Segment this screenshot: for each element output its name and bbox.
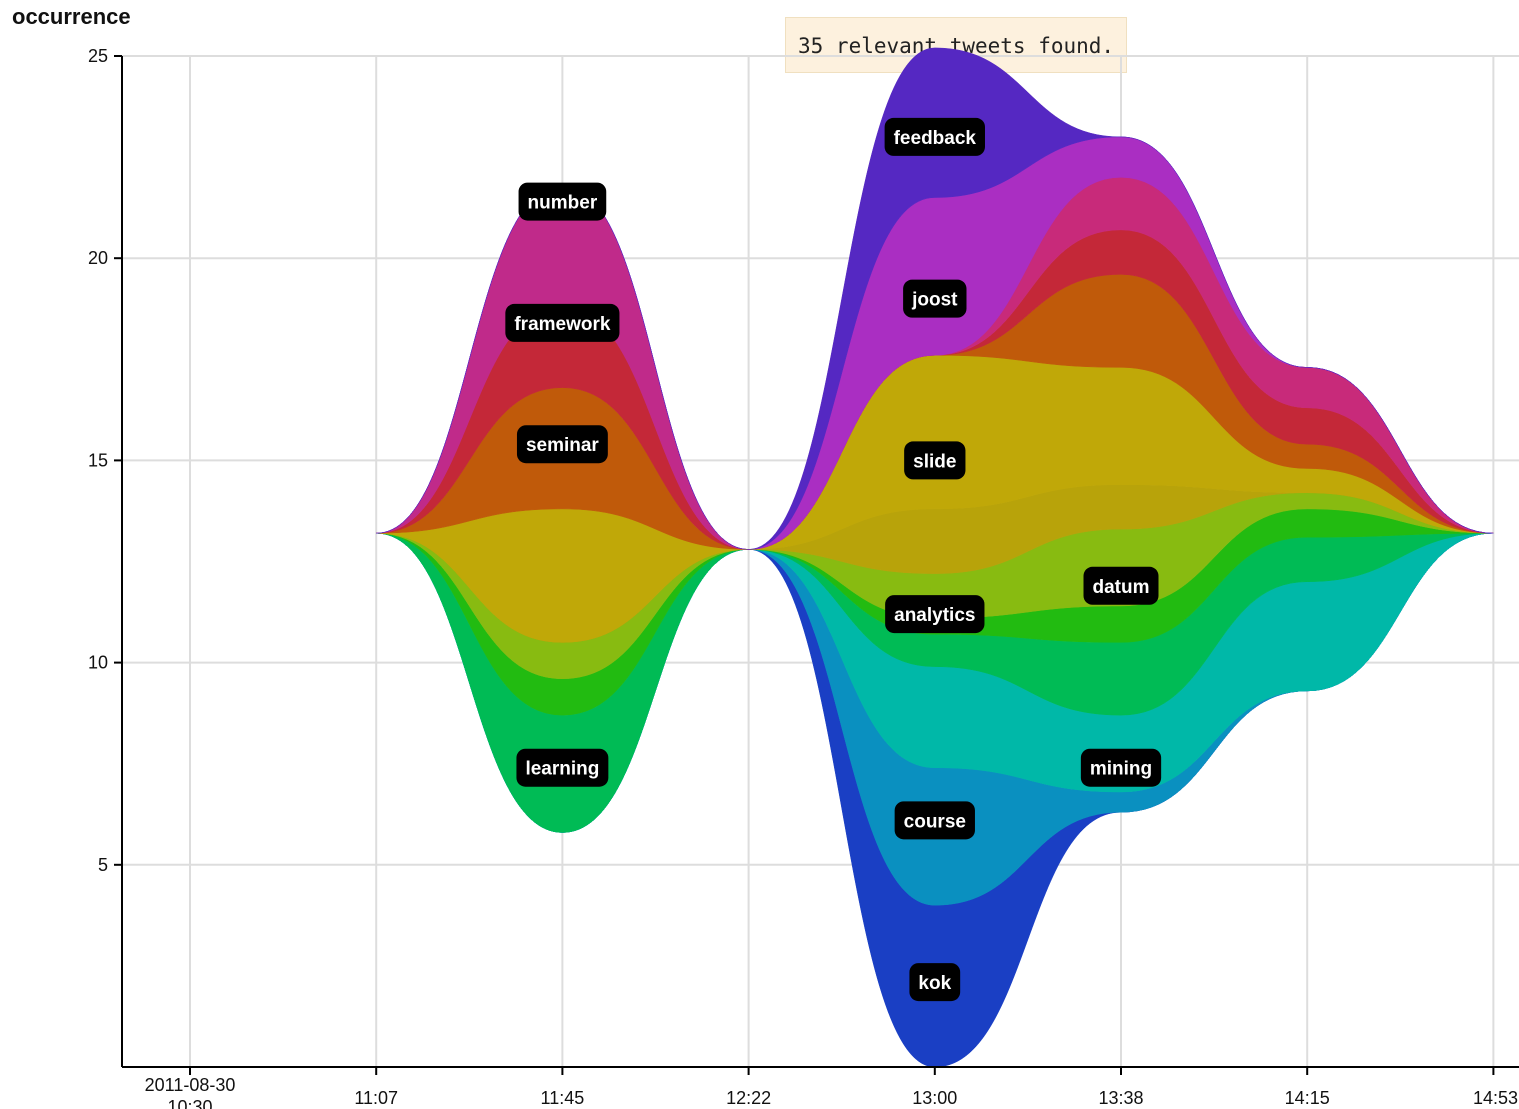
stream-labels: number framework seminar learning feedback jo… [505, 117, 1162, 1002]
stream-label-box [516, 748, 609, 787]
stream-label-text: analytics [894, 605, 975, 626]
stream-label-analytics: analytics [885, 595, 985, 634]
y-tick-label: 25 [88, 46, 108, 66]
stream-label-mining: mining [1080, 748, 1162, 787]
x-tick-label: 13:38 [1098, 1088, 1143, 1108]
stream-label-box [884, 117, 985, 156]
y-tick-label: 20 [88, 248, 108, 268]
stream-label-course: course [894, 801, 975, 840]
stream-label-text: number [528, 193, 598, 214]
x-tick-label: 14:53 [1473, 1088, 1518, 1108]
x-tick-label: 12:22 [726, 1088, 771, 1108]
stream-label-kok: kok [909, 963, 961, 1002]
stream-label-text: learning [525, 759, 599, 780]
stream-label-seminar: seminar [516, 425, 608, 464]
stream-label-joost: joost [903, 279, 967, 318]
y-tick-label: 15 [88, 450, 108, 470]
stream-label-text: slide [913, 451, 956, 472]
stream-label-box [885, 595, 985, 634]
stream-label-box [518, 182, 607, 221]
stream-label-framework: framework [505, 303, 620, 342]
x-tick-label: 11:45 [541, 1088, 585, 1108]
stream-label-box [903, 279, 967, 318]
stream-label-box [516, 425, 608, 464]
stream-label-box [894, 801, 975, 840]
stream-label-text: framework [514, 314, 611, 335]
y-tick-label: 10 [88, 653, 108, 673]
stream-label-number: number [518, 182, 607, 221]
stream-label-text: joost [911, 290, 958, 311]
stream-label-learning: learning [516, 748, 609, 787]
stream-label-box [505, 303, 620, 342]
stream-label-text: datum [1093, 577, 1150, 598]
stream-label-text: course [904, 811, 966, 832]
stream-label-text: seminar [526, 435, 599, 456]
stream-label-text: kok [918, 973, 951, 994]
y-axis-title: occurrence [12, 4, 131, 29]
x-tick-label-line2: 10:30 [167, 1097, 212, 1109]
stream-label-box [904, 441, 966, 480]
stream-label-box [1083, 566, 1159, 605]
stream-label-box [1080, 748, 1162, 787]
x-tick-label: 13:00 [912, 1088, 957, 1108]
stream-label-box [909, 963, 961, 1002]
x-tick-label: 11:07 [354, 1088, 398, 1108]
stream-label-feedback: feedback [884, 117, 985, 156]
x-tick-label: 14:15 [1285, 1088, 1330, 1108]
x-tick-label: 2011-08-30 [145, 1075, 236, 1095]
stream-layers [376, 47, 1494, 1068]
axes: 5 10 15 20 25 2011-08-30 10:30 11:07 11:45 12:22 1… [88, 46, 1519, 1109]
status-message: 35 relevant tweets found. [785, 17, 1128, 73]
stream-label-text: mining [1090, 759, 1152, 780]
stream-label-text: feedback [894, 128, 977, 149]
y-tick-label: 5 [98, 855, 108, 875]
stream-label-datum: datum [1083, 566, 1159, 605]
stream-label-slide: slide [904, 441, 966, 480]
